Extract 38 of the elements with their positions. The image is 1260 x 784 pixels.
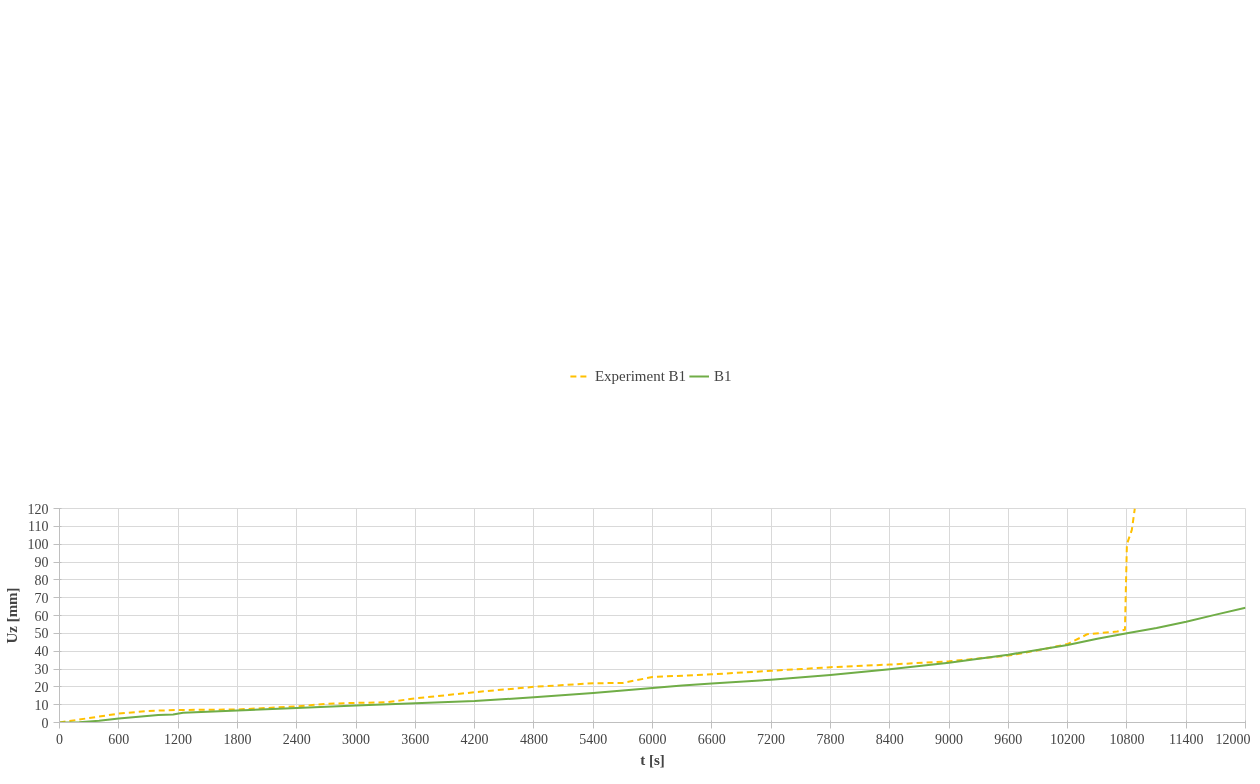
x-tick-label: 3600	[401, 731, 430, 747]
y-tick-label: 30	[34, 662, 49, 677]
y-tick-label: 80	[34, 572, 49, 588]
x-axis-title: t [s]	[640, 751, 665, 768]
y-tick-label: 110	[28, 519, 49, 535]
x-tick-label: 4800	[519, 731, 548, 747]
x-tick-label: 6000	[638, 731, 667, 747]
x-tick-label: 1800	[223, 731, 252, 747]
x-tick-label: 3000	[342, 731, 370, 747]
y-tick-label: 50	[34, 626, 49, 642]
x-tick-label: 600	[108, 731, 130, 747]
x-tick-label: 7800	[816, 731, 845, 747]
y-tick-label: 120	[27, 501, 49, 517]
x-tick-label: 6600	[697, 731, 726, 747]
legend-label: Experiment B1	[594, 367, 687, 385]
x-tick-label: 8400	[875, 731, 904, 747]
y-tick-label: 60	[34, 608, 49, 624]
y-tick-label: 70	[34, 590, 49, 606]
x-tick-label: 9000	[935, 731, 963, 747]
x-tick-label: 10200	[1050, 731, 1086, 747]
x-tick-label: 10800	[1109, 731, 1145, 747]
y-tick-label: 20	[34, 679, 49, 695]
y-tick-label: 0	[41, 715, 49, 731]
y-tick-label: 10	[34, 697, 49, 713]
y-tick-label: 100	[27, 537, 49, 553]
x-tick-label: 7200	[757, 731, 786, 747]
x-tick-label: 4200	[460, 731, 489, 747]
x-tick-label: 2400	[282, 731, 311, 747]
x-tick-label: 1200	[164, 731, 193, 747]
y-axis-title: Uz [mm]	[3, 587, 20, 644]
legend-label: B1	[714, 367, 733, 385]
y-tick-label: 90	[34, 555, 49, 570]
y-tick-label: 40	[34, 644, 49, 660]
x-tick-label: 9600	[994, 731, 1023, 747]
x-tick-label: 11400	[1168, 731, 1204, 747]
x-tick-label: 5400	[579, 731, 608, 747]
x-tick-label: 0	[56, 731, 63, 747]
x-tick-label: 12000	[1215, 731, 1251, 747]
